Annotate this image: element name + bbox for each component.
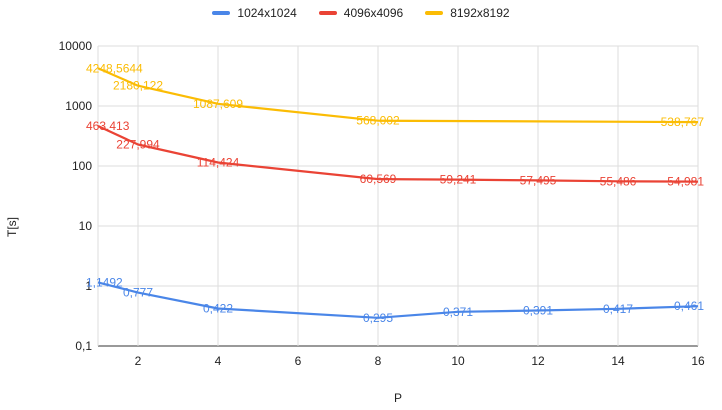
data-label: 0,422 — [203, 301, 233, 315]
grid — [97, 45, 699, 347]
data-label: 59,241 — [440, 173, 477, 187]
x-tick-label: 6 — [295, 354, 302, 368]
data-label: 54,981 — [667, 175, 704, 189]
data-label: 0,391 — [523, 303, 553, 317]
y-axis-ticks: 0,1 1 10 100 1000 10000 — [59, 39, 93, 353]
y-tick-label: 100 — [72, 159, 92, 173]
x-axis-title: P — [394, 391, 402, 405]
data-label: 0,417 — [603, 302, 633, 316]
data-label: 0,371 — [443, 305, 473, 319]
x-tick-label: 8 — [375, 354, 382, 368]
x-axis-ticks: 2 4 6 8 10 12 14 16 — [135, 354, 705, 368]
x-tick-label: 4 — [215, 354, 222, 368]
data-label: 1087,609 — [193, 97, 243, 111]
x-tick-label: 14 — [611, 354, 625, 368]
legend-swatch-1024 — [212, 11, 231, 15]
x-tick-label: 12 — [531, 354, 545, 368]
y-tick-label: 0,1 — [75, 339, 92, 353]
y-tick-label: 10 — [79, 219, 93, 233]
data-label: 0,295 — [363, 311, 393, 325]
legend-item-4096[interactable]: 4096x4096 — [318, 6, 404, 20]
data-label: 538,767 — [661, 115, 705, 129]
series-line-0 — [97, 281, 699, 319]
legend-swatch-4096 — [318, 11, 337, 15]
series-line-1 — [97, 125, 699, 183]
series-lines — [97, 67, 699, 319]
x-tick-label: 10 — [451, 354, 465, 368]
data-label: 2180,122 — [113, 79, 163, 93]
x-tick-label: 16 — [691, 354, 705, 368]
data-label: 114,424 — [197, 155, 240, 169]
legend-label-1024: 1024x1024 — [237, 6, 297, 20]
data-label: 55,486 — [600, 174, 637, 188]
data-label: 0,777 — [123, 286, 153, 300]
data-label: 4248,5644 — [86, 61, 143, 75]
data-label: 60,569 — [360, 172, 397, 186]
data-label: 463,413 — [86, 119, 130, 133]
legend-label-4096: 4096x4096 — [343, 6, 404, 20]
y-axis-title: T[s] — [5, 217, 19, 237]
legend-label-8192: 8192x8192 — [450, 6, 510, 20]
series-line-2 — [97, 67, 699, 124]
data-label: 1,1492 — [86, 275, 123, 289]
data-label: 227,994 — [116, 138, 160, 152]
legend-swatch-8192 — [425, 11, 444, 15]
y-tick-label: 10000 — [59, 39, 93, 53]
data-label: 568,002 — [356, 114, 400, 128]
x-tick-label: 2 — [135, 354, 142, 368]
data-label: 0,461 — [674, 299, 704, 313]
legend-item-8192[interactable]: 8192x8192 — [425, 6, 510, 20]
legend-item-1024[interactable]: 1024x1024 — [212, 6, 297, 20]
y-tick-label: 1000 — [65, 99, 92, 113]
y-tick-label: 1 — [85, 279, 92, 293]
legend: 1024x1024 4096x4096 8192x8192 — [0, 6, 722, 20]
data-label: 57,495 — [520, 173, 557, 187]
